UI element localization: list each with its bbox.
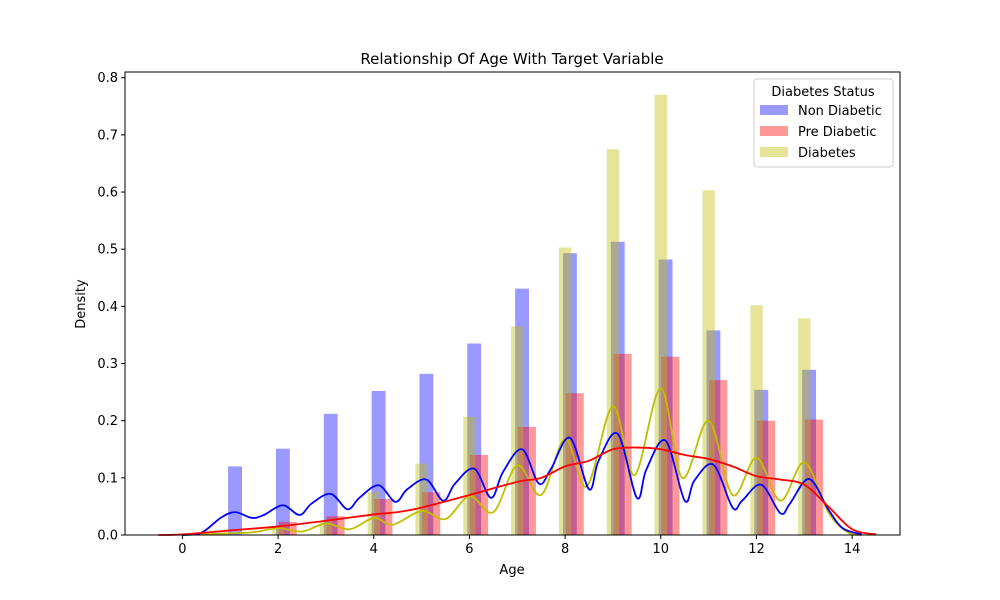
bar-non-diabetic-10: [706, 330, 721, 535]
x-tick-label: 6: [465, 542, 473, 557]
kde-line-non-diabetic: [182, 431, 863, 536]
bar-pre-diabetic-4: [469, 454, 489, 535]
bar-non-diabetic-2: [323, 413, 338, 535]
x-tick-label: 0: [178, 542, 186, 557]
y-axis-ticks: 0.0 0.1 0.2 0.3 0.4 0.5 0.6 0.7 0.8: [97, 71, 125, 544]
kde-line-diabetes: [182, 387, 862, 536]
bar-pre-diabetic-2: [374, 498, 393, 535]
bar-diabetes-8: [654, 94, 668, 535]
bar-non-diabetic-0: [228, 466, 242, 535]
legend-label-diabetes: Diabetes: [798, 146, 856, 161]
bar-non-diabetic-3: [371, 390, 386, 535]
y-tick-label: 0.6: [97, 186, 118, 201]
bars-layer: [228, 94, 823, 536]
bar-diabetes-0: [271, 526, 285, 535]
kde-layer: [158, 387, 877, 536]
kde-line-pre-diabetic: [158, 446, 877, 536]
bar-diabetes-11: [798, 318, 811, 535]
bar-diabetes-4: [463, 416, 476, 535]
legend-swatch-non-diabetic: [760, 105, 788, 115]
x-axis-ticks: 0 2 4 6 8 10 12 14: [178, 535, 860, 557]
legend-box: [753, 78, 894, 168]
x-tick-label: 10: [653, 542, 670, 557]
bar-diabetes-10: [750, 305, 763, 535]
legend: Diabetes Status Non Diabetic Pre Diabetic…: [753, 78, 894, 168]
bar-diabetes-3: [415, 463, 428, 535]
bar-non-diabetic-5: [467, 343, 482, 535]
y-tick-label: 0.8: [97, 71, 118, 86]
bar-diabetes-7: [606, 149, 620, 535]
x-tick-label: 4: [370, 542, 378, 557]
x-tick-label: 2: [274, 542, 282, 557]
chart-title: Relationship Of Age With Target Variable: [360, 50, 663, 68]
y-tick-label: 0.0: [97, 529, 118, 544]
y-tick-label: 0.1: [97, 471, 118, 486]
y-tick-label: 0.2: [97, 414, 118, 429]
y-tick-label: 0.5: [97, 243, 118, 258]
bar-diabetes-5: [511, 326, 524, 535]
bar-diabetes-9: [702, 190, 715, 536]
bar-non-diabetic-8: [610, 241, 625, 535]
y-tick-label: 0.7: [97, 128, 118, 143]
legend-label-pre-diabetic: Pre Diabetic: [798, 125, 877, 140]
plot-frame: [124, 71, 901, 536]
x-tick-label: 14: [844, 542, 861, 557]
x-axis-label: Age: [499, 563, 524, 578]
y-axis-label: Density: [74, 279, 89, 329]
y-tick-label: 0.4: [97, 300, 118, 315]
x-tick-label: 8: [561, 542, 569, 557]
bar-non-diabetic-4: [419, 373, 434, 535]
legend-label-non-diabetic: Non Diabetic: [798, 104, 882, 119]
bar-non-diabetic-12: [802, 369, 817, 535]
legend-items: Non Diabetic Pre Diabetic Diabetes: [760, 104, 882, 161]
legend-swatch-pre-diabetic: [760, 126, 788, 136]
bar-pre-diabetic-9: [709, 380, 728, 535]
legend-title: Diabetes Status: [771, 85, 874, 100]
legend-swatch-diabetes: [760, 147, 788, 157]
bar-diabetes-6: [558, 247, 572, 535]
bar-non-diabetic-1: [275, 448, 290, 535]
y-tick-label: 0.3: [97, 357, 118, 372]
x-tick-label: 12: [748, 542, 765, 557]
